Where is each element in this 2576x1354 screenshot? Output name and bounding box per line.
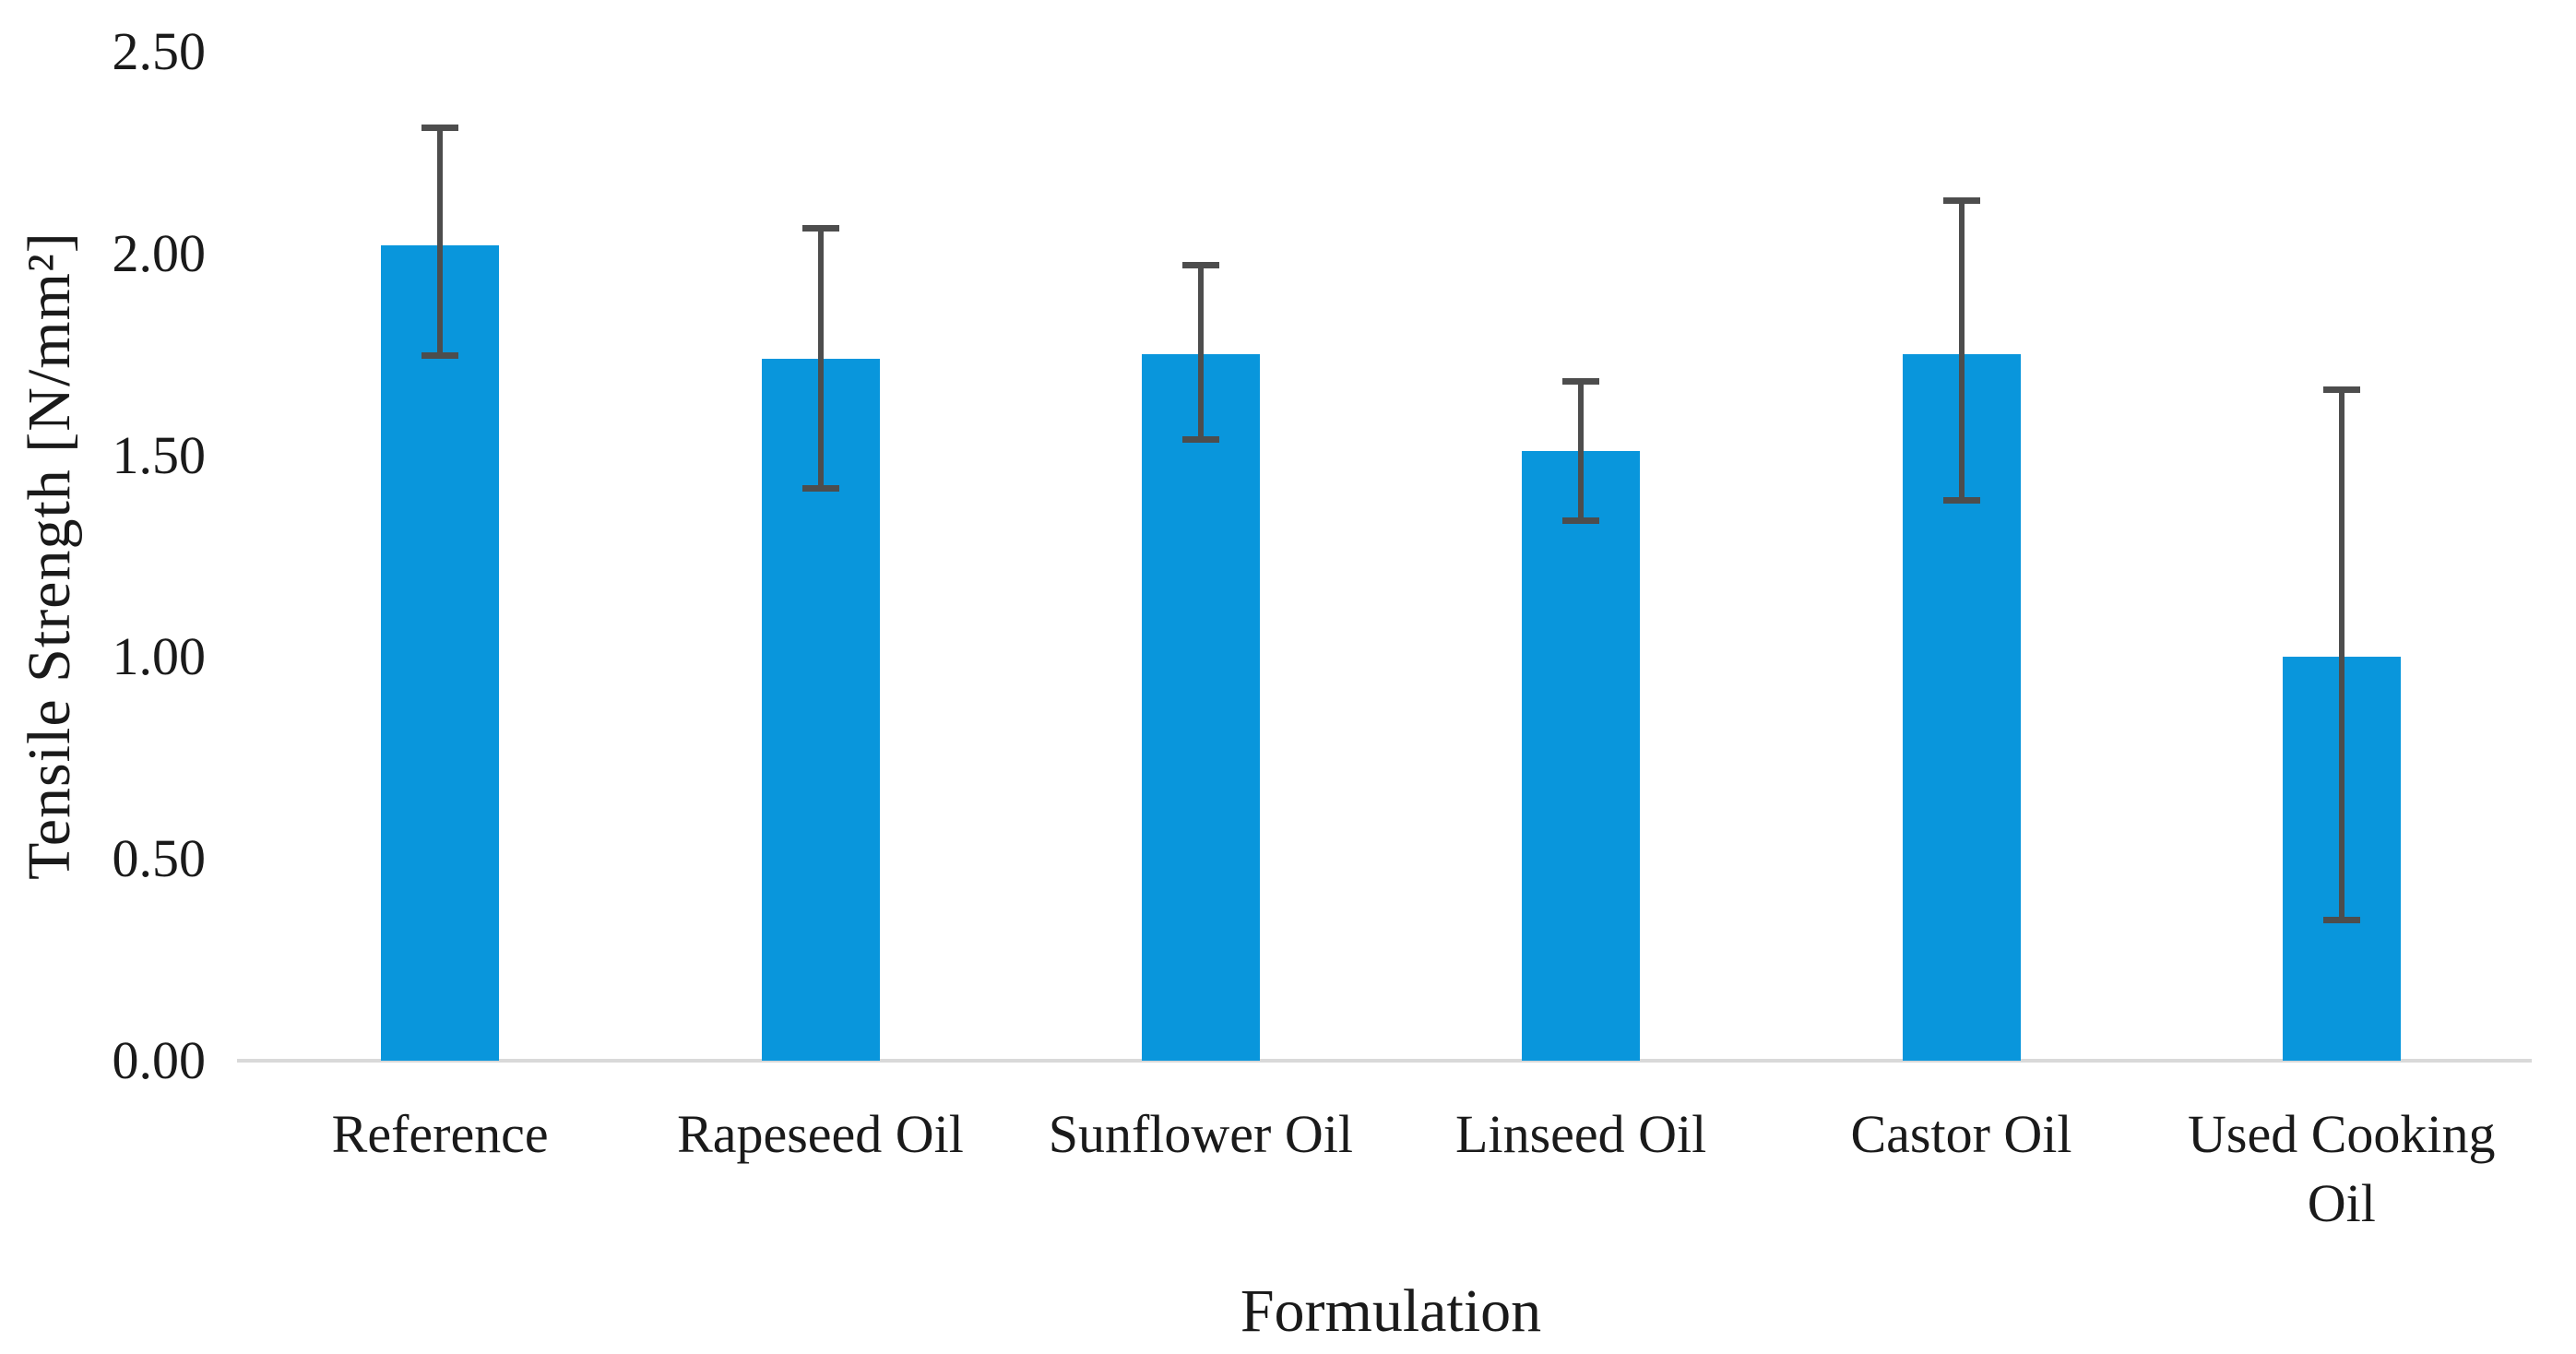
error-bar-line <box>1197 261 1204 444</box>
error-bar-top-cap <box>1181 261 1219 268</box>
error-bar-linseed-oil <box>1562 378 1600 524</box>
error-bar-bottom-cap <box>801 484 839 492</box>
y-axis-tick-label: 2.00 <box>112 222 207 283</box>
x-category-label-linseed-oil: Linseed Oil <box>1455 1104 1707 1164</box>
error-bar-line <box>437 124 444 359</box>
y-axis-tick-label: 0.00 <box>112 1030 207 1090</box>
error-bar-line <box>2338 386 2345 924</box>
error-bar-rapeseed-oil <box>801 225 839 492</box>
error-bar-line <box>817 225 824 492</box>
error-bar-castor-oil <box>1942 196 1980 505</box>
x-axis-labels: Reference Rapeseed Oil Sunflower Oil Linsee… <box>250 1099 2532 1239</box>
error-bar-bottom-cap <box>1942 497 1980 505</box>
y-axis-tick-label: 0.50 <box>112 828 207 889</box>
error-bar-line <box>1578 378 1585 524</box>
error-bar-sunflower-oil <box>1181 261 1219 444</box>
y-axis-tick-label: 1.50 <box>112 424 207 485</box>
x-category-label-castor-oil: Castor Oil <box>1850 1104 2072 1164</box>
error-bar-bottom-cap <box>1181 436 1219 444</box>
y-axis-tick-label: 2.50 <box>112 21 207 81</box>
plot-area <box>237 52 2532 1063</box>
error-bar-top-cap <box>1942 196 1980 204</box>
error-bar-top-cap <box>1562 378 1600 386</box>
error-bar-line <box>1958 196 1965 505</box>
error-bar-bottom-cap <box>1562 517 1600 524</box>
error-bar-top-cap <box>2322 386 2360 394</box>
x-axis-title: Formulation <box>1240 1277 1542 1345</box>
error-bar-top-cap <box>801 225 839 232</box>
bar-reference <box>381 245 500 1061</box>
x-axis-line <box>237 1059 2532 1063</box>
error-bar-reference <box>421 124 459 359</box>
x-category-label-sunflower-oil: Sunflower Oil <box>1048 1104 1353 1164</box>
x-category-label-reference: Reference <box>331 1104 549 1164</box>
y-axis-tick-labels: 0.00 0.50 1.00 1.50 2.00 2.50 <box>37 25 207 1087</box>
error-bar-top-cap <box>421 124 459 131</box>
error-bar-used-cooking-oil <box>2322 386 2360 924</box>
bar-sunflower-oil <box>1141 354 1260 1061</box>
y-axis-tick-label: 1.00 <box>112 626 207 687</box>
bar-linseed-oil <box>1522 451 1641 1061</box>
x-category-label-used-cooking-oil: Used Cooking Oil <box>2188 1104 2496 1234</box>
error-bar-bottom-cap <box>421 351 459 359</box>
x-category-label-rapeseed-oil: Rapeseed Oil <box>677 1104 964 1164</box>
error-bar-bottom-cap <box>2322 917 2360 924</box>
